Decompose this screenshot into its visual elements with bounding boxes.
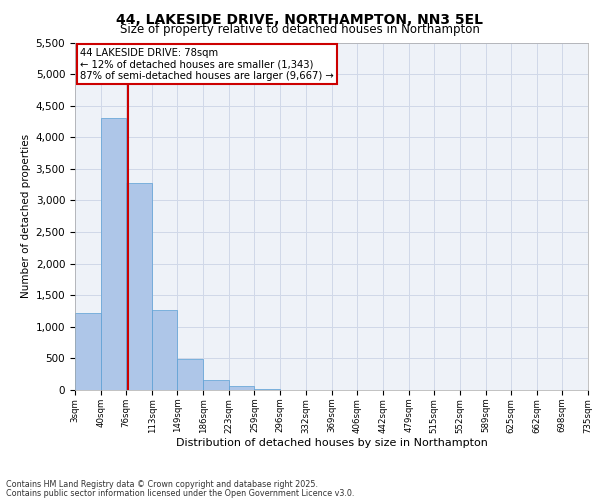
Bar: [203, 380, 229, 390]
Text: Size of property relative to detached houses in Northampton: Size of property relative to detached ho…: [120, 22, 480, 36]
Bar: [126, 184, 152, 390]
Y-axis label: Number of detached properties: Number of detached properties: [22, 134, 31, 298]
Text: 44 LAKESIDE DRIVE: 78sqm
← 12% of detached houses are smaller (1,343)
87% of sem: 44 LAKESIDE DRIVE: 78sqm ← 12% of detach…: [80, 48, 334, 81]
Text: Contains public sector information licensed under the Open Government Licence v3: Contains public sector information licen…: [6, 488, 355, 498]
Text: 44, LAKESIDE DRIVE, NORTHAMPTON, NN3 5EL: 44, LAKESIDE DRIVE, NORTHAMPTON, NN3 5EL: [116, 12, 484, 26]
Bar: [75, 313, 101, 390]
Bar: [101, 118, 126, 390]
Bar: [229, 386, 254, 390]
Text: Contains HM Land Registry data © Crown copyright and database right 2025.: Contains HM Land Registry data © Crown c…: [6, 480, 318, 489]
Bar: [178, 359, 203, 390]
Bar: [152, 310, 178, 390]
X-axis label: Distribution of detached houses by size in Northampton: Distribution of detached houses by size …: [176, 438, 487, 448]
